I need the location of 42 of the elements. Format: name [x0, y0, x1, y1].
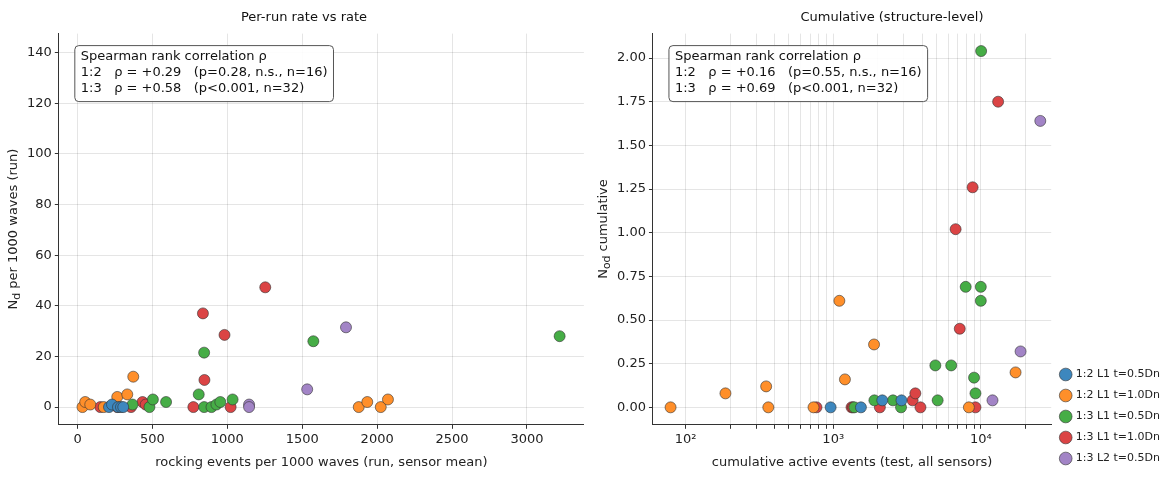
- y-tick-label: 1.75: [616, 93, 646, 109]
- x-tick-label: 3000: [510, 430, 544, 446]
- y-tick-label: 1.25: [616, 180, 646, 196]
- annotation: Spearman rank correlation ρ: [80, 48, 267, 64]
- y-tick-label: 100: [26, 145, 52, 161]
- y-tick-label: 40: [35, 297, 52, 313]
- legend-label: 1:3 L1 t=0.5Dn: [1075, 409, 1161, 423]
- legend-label: 1:2 L1 t=1.0Dn: [1075, 388, 1161, 402]
- legend-label: 1:2 L1 t=0.5Dn: [1075, 367, 1161, 381]
- y-tick-label: 120: [26, 94, 52, 110]
- y-tick-label: 140: [26, 43, 52, 59]
- legend-label: 1:3 L2 t=0.5Dn: [1075, 451, 1161, 465]
- y-tick-label: 1.00: [616, 224, 646, 240]
- y-tick-label: 20: [35, 347, 52, 363]
- x-tick-label: 10³: [822, 430, 845, 446]
- x-tick-label: 0: [73, 430, 82, 446]
- x-tick-label: 10²: [674, 430, 697, 446]
- x-axis-title: cumulative active events (test, all sensors): [711, 453, 993, 469]
- annotation: Spearman rank correlation ρ: [674, 48, 861, 64]
- x-axis-title: rocking events per 1000 waves (run, sensor mean): [155, 453, 488, 469]
- y-tick-label: 0: [43, 398, 52, 414]
- y-tick-label: 0.25: [616, 355, 646, 371]
- x-tick-label: 10⁴: [969, 430, 992, 446]
- x-tick-label: 1500: [285, 430, 319, 446]
- y-tick-label: 0.50: [616, 311, 646, 327]
- annotation: 1:2 ρ = +0.16 (p=0.55, n.s., n=16): [674, 64, 922, 80]
- x-tick-label: 2000: [360, 430, 394, 446]
- chart-title: Per-run rate vs rate: [240, 9, 368, 25]
- y-tick-label: 80: [35, 195, 52, 211]
- x-tick-label: 1000: [210, 430, 244, 446]
- annotation: 1:3 ρ = +0.69 (p<0.001, n=32): [674, 80, 899, 96]
- y-tick-label: 0.00: [616, 398, 646, 414]
- y-tick-label: 2.00: [616, 49, 646, 65]
- annotation: 1:3 ρ = +0.58 (p<0.001, n=32): [80, 80, 305, 96]
- chart-title: Cumulative (structure-level): [800, 9, 984, 25]
- y-tick-label: 0.75: [616, 267, 646, 283]
- annotation: 1:2 ρ = +0.29 (p=0.28, n.s., n=16): [80, 64, 328, 80]
- x-tick-label: 500: [140, 430, 165, 446]
- x-tick-label: 2500: [435, 430, 469, 446]
- y-tick-label: 60: [35, 246, 52, 262]
- y-tick-label: 1.50: [616, 136, 646, 152]
- legend-label: 1:3 L1 t=1.0Dn: [1075, 430, 1161, 444]
